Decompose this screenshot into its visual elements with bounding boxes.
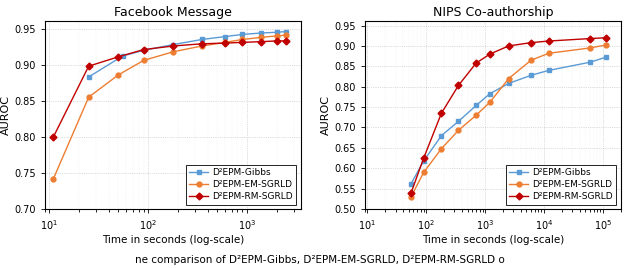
D²EPM-Gibbs	[602, 56, 609, 59]
D²EPM-RM-SGRLD	[170, 44, 177, 48]
D²EPM-RM-SGRLD	[115, 55, 122, 58]
D²EPM-RM-SGRLD	[273, 39, 280, 43]
Line: D²EPM-Gibbs: D²EPM-Gibbs	[409, 55, 608, 186]
Title: Facebook Message: Facebook Message	[114, 6, 232, 19]
D²EPM-EM-SGRLD	[545, 52, 553, 55]
D²EPM-RM-SGRLD	[258, 40, 266, 43]
D²EPM-Gibbs	[170, 43, 177, 46]
D²EPM-EM-SGRLD	[438, 147, 445, 150]
D²EPM-RM-SGRLD	[454, 84, 462, 87]
D²EPM-EM-SGRLD	[198, 44, 206, 48]
Text: ne comparison of D²EPM-Gibbs, D²EPM-EM-SGRLD, D²EPM-RM-SGRLD o: ne comparison of D²EPM-Gibbs, D²EPM-EM-S…	[135, 255, 505, 265]
D²EPM-EM-SGRLD	[115, 73, 122, 76]
Line: D²EPM-RM-SGRLD: D²EPM-RM-SGRLD	[409, 35, 608, 195]
Legend: D²EPM-Gibbs, D²EPM-EM-SGRLD, D²EPM-RM-SGRLD: D²EPM-Gibbs, D²EPM-EM-SGRLD, D²EPM-RM-SG…	[506, 165, 616, 204]
D²EPM-EM-SGRLD	[170, 50, 177, 53]
D²EPM-Gibbs	[140, 49, 147, 52]
D²EPM-RM-SGRLD	[221, 42, 229, 45]
D²EPM-RM-SGRLD	[198, 42, 206, 45]
Y-axis label: AUROC: AUROC	[1, 95, 12, 135]
D²EPM-EM-SGRLD	[472, 114, 480, 117]
Line: D²EPM-Gibbs: D²EPM-Gibbs	[86, 29, 289, 79]
D²EPM-EM-SGRLD	[454, 129, 462, 132]
Title: NIPS Co-authorship: NIPS Co-authorship	[433, 6, 553, 19]
D²EPM-EM-SGRLD	[407, 195, 415, 198]
D²EPM-Gibbs	[198, 38, 206, 41]
D²EPM-EM-SGRLD	[282, 34, 290, 37]
D²EPM-EM-SGRLD	[273, 34, 280, 38]
Legend: D²EPM-Gibbs, D²EPM-EM-SGRLD, D²EPM-RM-SGRLD: D²EPM-Gibbs, D²EPM-EM-SGRLD, D²EPM-RM-SG…	[186, 165, 296, 204]
D²EPM-EM-SGRLD	[486, 100, 494, 104]
D²EPM-Gibbs	[486, 92, 494, 95]
D²EPM-Gibbs	[420, 159, 428, 162]
D²EPM-Gibbs	[273, 31, 280, 34]
D²EPM-Gibbs	[527, 74, 535, 77]
D²EPM-RM-SGRLD	[602, 36, 609, 39]
D²EPM-Gibbs	[85, 75, 93, 79]
D²EPM-RM-SGRLD	[438, 111, 445, 115]
D²EPM-Gibbs	[118, 54, 126, 58]
D²EPM-Gibbs	[239, 33, 246, 36]
D²EPM-EM-SGRLD	[140, 59, 147, 62]
D²EPM-Gibbs	[505, 82, 513, 85]
D²EPM-EM-SGRLD	[239, 38, 246, 41]
Y-axis label: AUROC: AUROC	[321, 95, 332, 135]
D²EPM-EM-SGRLD	[420, 171, 428, 174]
D²EPM-Gibbs	[282, 30, 290, 33]
D²EPM-RM-SGRLD	[505, 44, 513, 47]
Line: D²EPM-EM-SGRLD: D²EPM-EM-SGRLD	[51, 33, 289, 181]
D²EPM-RM-SGRLD	[140, 48, 147, 51]
D²EPM-EM-SGRLD	[49, 177, 57, 180]
D²EPM-Gibbs	[454, 120, 462, 123]
D²EPM-Gibbs	[545, 69, 553, 72]
D²EPM-Gibbs	[586, 61, 594, 64]
D²EPM-EM-SGRLD	[602, 43, 609, 47]
D²EPM-RM-SGRLD	[49, 135, 57, 139]
D²EPM-EM-SGRLD	[527, 59, 535, 62]
D²EPM-EM-SGRLD	[258, 36, 266, 39]
D²EPM-RM-SGRLD	[239, 41, 246, 44]
D²EPM-EM-SGRLD	[505, 77, 513, 80]
Line: D²EPM-EM-SGRLD: D²EPM-EM-SGRLD	[409, 43, 608, 199]
D²EPM-Gibbs	[258, 31, 266, 35]
D²EPM-EM-SGRLD	[221, 41, 229, 44]
Line: D²EPM-RM-SGRLD: D²EPM-RM-SGRLD	[51, 39, 289, 139]
D²EPM-EM-SGRLD	[586, 46, 594, 50]
D²EPM-RM-SGRLD	[282, 39, 290, 43]
D²EPM-Gibbs	[472, 104, 480, 107]
D²EPM-RM-SGRLD	[486, 53, 494, 56]
D²EPM-RM-SGRLD	[407, 191, 415, 194]
D²EPM-Gibbs	[221, 35, 229, 38]
D²EPM-EM-SGRLD	[85, 96, 93, 99]
D²EPM-RM-SGRLD	[586, 37, 594, 40]
D²EPM-Gibbs	[438, 134, 445, 137]
X-axis label: Time in seconds (log-scale): Time in seconds (log-scale)	[422, 235, 564, 245]
D²EPM-RM-SGRLD	[420, 157, 428, 160]
D²EPM-RM-SGRLD	[527, 41, 535, 44]
D²EPM-RM-SGRLD	[85, 65, 93, 68]
X-axis label: Time in seconds (log-scale): Time in seconds (log-scale)	[102, 235, 244, 245]
D²EPM-RM-SGRLD	[472, 61, 480, 65]
D²EPM-RM-SGRLD	[545, 39, 553, 43]
D²EPM-Gibbs	[407, 182, 415, 185]
